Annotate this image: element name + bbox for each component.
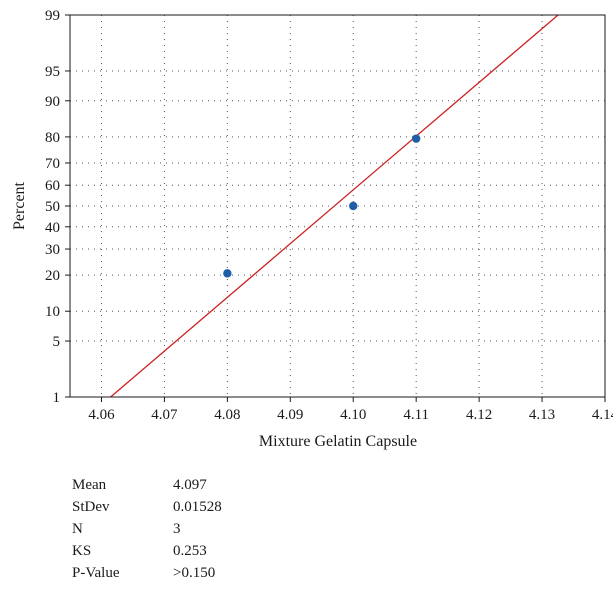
stat-row: Mean 4.097 (72, 474, 222, 496)
plot-frame (69, 14, 606, 398)
y-axis-label: Percent (11, 181, 28, 230)
data-point (411, 134, 421, 143)
x-tick-label: 4.08 (214, 407, 240, 423)
stat-value: 0.01528 (173, 499, 222, 515)
y-tick-label: 95 (45, 64, 60, 80)
y-tick-label: 10 (45, 304, 60, 320)
x-axis-label: Mixture Gelatin Capsule (259, 433, 417, 450)
data-points (223, 134, 421, 278)
y-tick-label: 60 (45, 178, 60, 194)
grid (70, 15, 605, 397)
y-tick-label: 5 (53, 334, 61, 350)
y-tick-label: 30 (45, 242, 60, 258)
x-tick-label: 4.06 (88, 407, 115, 423)
y-tick-label: 90 (45, 94, 60, 110)
y-tick-label: 50 (45, 199, 60, 215)
y-tick-label: 80 (45, 130, 60, 146)
stat-value: 3 (173, 521, 181, 537)
probability-plot: 4.064.074.084.094.104.114.124.134.14 151… (11, 8, 613, 450)
stat-value: >0.150 (173, 565, 216, 581)
stat-row: P-Value >0.150 (72, 562, 222, 584)
x-axis-ticks: 4.06 4.07 4.08 4.09 4.10 4.11 4.12 4.13 4.14 (88, 397, 613, 423)
x-tick-label: 4.09 (277, 407, 303, 423)
data-point (349, 201, 358, 211)
fit-line (110, 14, 559, 398)
x-tick-label: 4.14 (592, 407, 613, 423)
data-point (223, 269, 232, 278)
stats-table: Mean 4.097 StDev 0.01528 N 3 KS 0.253 P-Value >0.… (72, 474, 222, 584)
y-axis-ticks: 1 5 10 20 30 40 50 60 70 80 90 95 99 (45, 8, 70, 406)
x-tick-label: 4.11 (403, 407, 429, 423)
y-tick-label: 99 (45, 8, 60, 24)
stat-label: StDev (72, 499, 110, 515)
chart-svg: 4.064.074.084.094.104.114.124.134.14 151… (11, 8, 613, 450)
y-tick-label: 70 (45, 156, 60, 172)
y-tick-label: 20 (45, 268, 60, 284)
stat-value: 4.097 (173, 477, 207, 493)
y-tick-label: 40 (45, 220, 60, 236)
stat-value: 0.253 (173, 543, 207, 559)
stat-label: P-Value (72, 565, 120, 581)
x-tick-label: 4.13 (529, 407, 555, 423)
stat-label: Mean (72, 477, 107, 493)
x-tick-label: 4.12 (466, 407, 492, 423)
stat-label: N (72, 521, 83, 537)
y-tick-label: 1 (53, 390, 61, 406)
x-tick-label: 4.10 (340, 407, 366, 423)
x-tick-label: 4.07 (151, 407, 178, 423)
stat-row: KS 0.253 (72, 540, 222, 562)
fit-line-group (110, 14, 559, 398)
stat-label: KS (72, 543, 92, 559)
stat-row: StDev 0.01528 (72, 496, 222, 518)
